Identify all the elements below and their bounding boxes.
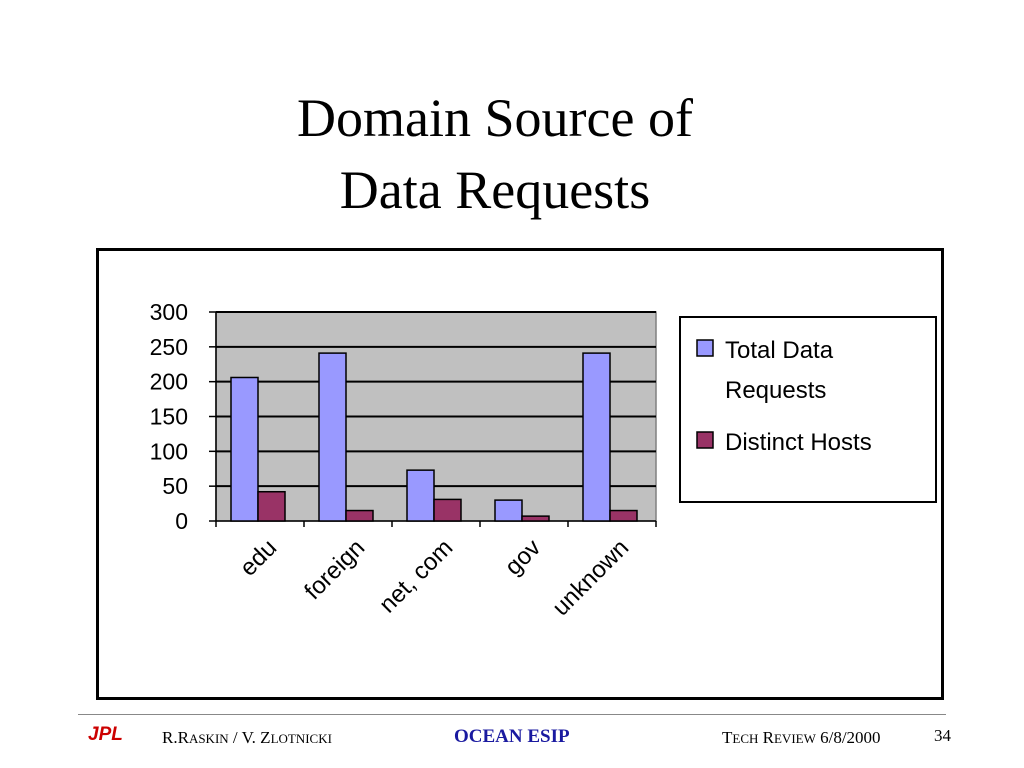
author-a-rest: ASKIN bbox=[188, 731, 229, 746]
chart-frame: 0 50 100 150 200 250 300 edu foreign net, com gov u… bbox=[96, 248, 944, 700]
footer-project: OCEAN ESIP bbox=[454, 726, 570, 747]
bar bbox=[609, 509, 638, 522]
x-tick-label: edu bbox=[235, 534, 282, 581]
review-ech: ECH bbox=[732, 731, 759, 746]
legend-label: Requests bbox=[725, 377, 826, 404]
x-tick-label: unknown bbox=[547, 534, 634, 621]
legend-swatch bbox=[696, 339, 714, 357]
y-tick-label: 100 bbox=[150, 438, 188, 464]
bar bbox=[230, 376, 259, 522]
bar bbox=[406, 469, 435, 522]
title-line-1: Domain Source of bbox=[297, 88, 693, 148]
y-tick-label: 150 bbox=[150, 404, 188, 430]
review-date: 6/8/2000 bbox=[815, 728, 881, 747]
x-tick-label: gov bbox=[500, 534, 546, 580]
y-tick-label: 50 bbox=[162, 473, 188, 499]
author-separator: / V. Z bbox=[228, 728, 271, 747]
x-tick-label: net, com bbox=[374, 534, 458, 618]
author-b-rest: LOTNICKI bbox=[270, 731, 332, 746]
jpl-logo: JPL bbox=[88, 724, 123, 745]
title-line-2: Data Requests bbox=[339, 160, 651, 220]
y-tick-label: 0 bbox=[175, 508, 188, 534]
review-t: T bbox=[722, 728, 733, 747]
bar bbox=[433, 498, 462, 522]
footer-review: TECH REVIEW 6/8/2000 bbox=[722, 728, 881, 748]
x-tick-label: foreign bbox=[299, 534, 370, 605]
bar bbox=[257, 490, 286, 522]
bar bbox=[494, 499, 523, 522]
author-a-initial: R.R bbox=[162, 728, 189, 747]
bar bbox=[582, 352, 611, 522]
bar-chart: 0 50 100 150 200 250 300 edu foreign net, com gov u… bbox=[150, 299, 937, 621]
footer-authors: R.RASKIN / V. ZLOTNICKI bbox=[162, 728, 332, 748]
review-eview: EVIEW bbox=[773, 731, 816, 746]
legend-label: Total Data bbox=[725, 337, 834, 364]
legend-box bbox=[679, 316, 937, 503]
page-number: 34 bbox=[934, 726, 951, 745]
legend-label: Distinct Hosts bbox=[725, 429, 872, 456]
legend-swatch bbox=[696, 431, 714, 449]
bar bbox=[318, 352, 347, 522]
bar bbox=[521, 515, 550, 522]
review-r: R bbox=[758, 728, 774, 747]
footer-divider bbox=[78, 714, 946, 715]
y-tick-label: 200 bbox=[150, 369, 188, 395]
y-tick-label: 250 bbox=[150, 334, 188, 360]
y-tick-label: 300 bbox=[150, 299, 188, 325]
slide-title: Domain Source of Data Requests bbox=[0, 82, 990, 226]
bar bbox=[345, 509, 374, 522]
